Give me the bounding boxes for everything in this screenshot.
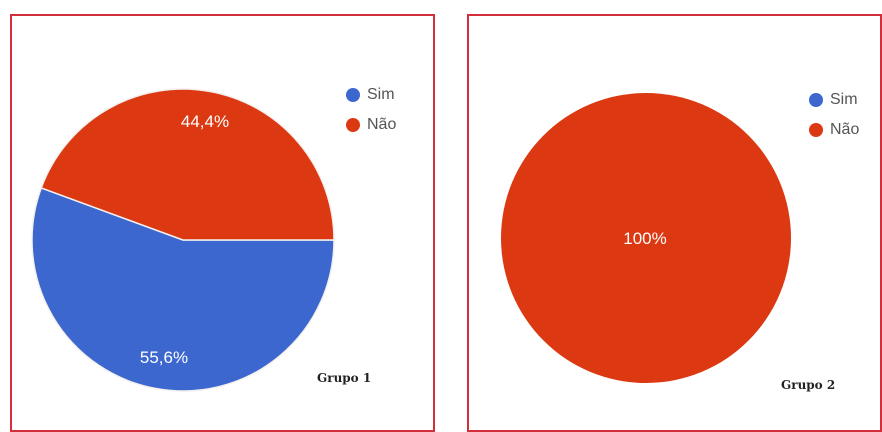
- legend: Sim Não: [809, 89, 859, 149]
- pie-chart-grupo-1: [31, 88, 335, 392]
- pie-chart-grupo-2: [501, 93, 791, 383]
- legend-item-nao: Não: [809, 119, 859, 141]
- pie-slice-nao: [40, 88, 335, 241]
- legend: Sim Não: [346, 84, 396, 144]
- legend-item-sim: Sim: [809, 89, 859, 111]
- slice-label-nao: 100%: [623, 229, 667, 248]
- legend-label-nao: Não: [830, 121, 860, 138]
- legend-label-sim: Sim: [830, 91, 858, 108]
- slice-label-nao: 44,4%: [180, 112, 230, 131]
- slice-label-sim: 55,6%: [139, 348, 189, 367]
- legend-swatch-nao: [809, 123, 823, 137]
- pie-slice-sim: [31, 186, 335, 392]
- legend-swatch-sim: [346, 88, 360, 102]
- chart-caption: Grupo 2: [781, 378, 836, 392]
- legend-item-nao: Não: [346, 114, 396, 136]
- legend-swatch-nao: [346, 118, 360, 132]
- legend-item-sim: Sim: [346, 84, 396, 106]
- chart-panel-grupo-1: 55,6% 44,4% Sim Não Grupo 1: [10, 14, 435, 432]
- chart-panel-grupo-2: 100% Sim Não Grupo 2: [467, 14, 882, 432]
- pie-slice-nao: [501, 93, 791, 383]
- legend-label-nao: Não: [367, 116, 397, 133]
- chart-caption: Grupo 1: [317, 371, 372, 385]
- legend-label-sim: Sim: [367, 86, 395, 103]
- legend-swatch-sim: [809, 93, 823, 107]
